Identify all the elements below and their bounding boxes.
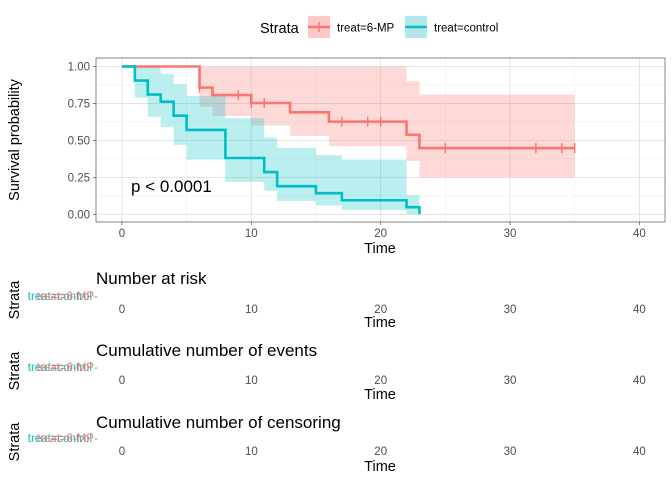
x-axis-title: Time bbox=[364, 241, 396, 257]
ci-band-control bbox=[121, 66, 420, 215]
risk-table-x-title: Time bbox=[364, 387, 396, 403]
survival-curve-6mp bbox=[121, 65, 575, 150]
risk-table-row-label-6mp: treat=6-MP bbox=[37, 291, 95, 303]
tick-label: 20 bbox=[374, 375, 387, 387]
risk-table-cumulative-censoring: Cumulative number of censoring Strata tr… bbox=[7, 413, 646, 475]
risk-table-row-separator: - bbox=[94, 433, 98, 445]
pvalue-annotation: p < 0.0001 bbox=[131, 177, 212, 196]
risk-table-title: Number at risk bbox=[96, 269, 207, 288]
y-tick-label: 0.00 bbox=[68, 209, 90, 221]
y-tick-label: 0.50 bbox=[68, 135, 90, 147]
y-tick-label: 0.25 bbox=[68, 172, 90, 184]
legend: Strata treat=6-MP treat=control bbox=[260, 16, 498, 38]
risk-table-x-ticks: 0 10 20 30 40 bbox=[119, 375, 646, 387]
risk-table-x-title: Time bbox=[364, 459, 396, 475]
legend-key-6mp bbox=[308, 16, 330, 38]
tick-label: 20 bbox=[374, 304, 387, 316]
tick-label: 10 bbox=[245, 304, 258, 316]
risk-table-strata-label: Strata bbox=[7, 351, 23, 391]
legend-title: Strata bbox=[260, 21, 300, 37]
risk-table-row-label-6mp: treat=6-MP bbox=[37, 433, 95, 445]
y-tick-label: 0.75 bbox=[68, 98, 90, 110]
x-axis-ticks: 0 10 20 30 40 bbox=[119, 222, 646, 240]
survival-curve-control bbox=[121, 65, 421, 215]
risk-table-strata-label: Strata bbox=[7, 422, 23, 462]
risk-table-title: Cumulative number of censoring bbox=[96, 413, 341, 432]
risk-table-x-ticks: 0 10 20 30 40 bbox=[119, 304, 646, 316]
survival-plot: 0.00 0.25 0.50 0.75 1.00 0 10 20 30 40 p < 0.000… bbox=[7, 57, 666, 257]
survival-curves bbox=[121, 65, 575, 215]
tick-label: 20 bbox=[374, 446, 387, 458]
risk-table-row-separator: - bbox=[94, 291, 98, 303]
legend-label-control: treat=control bbox=[434, 23, 498, 35]
risk-table-row-label-control: treat=control bbox=[28, 291, 92, 303]
risk-table-cumulative-events: Cumulative number of events Strata treat… bbox=[7, 341, 646, 403]
tick-label: 10 bbox=[245, 446, 258, 458]
tick-label: 0 bbox=[119, 446, 125, 458]
tick-label: 10 bbox=[245, 375, 258, 387]
risk-table-x-title: Time bbox=[364, 315, 396, 331]
tick-label: 40 bbox=[633, 304, 646, 316]
y-axis-title: Survival probability bbox=[7, 78, 23, 200]
x-tick-label: 40 bbox=[633, 228, 646, 240]
risk-table-row-label-control: treat=control bbox=[28, 433, 92, 445]
x-tick-label: 10 bbox=[245, 228, 258, 240]
tick-label: 30 bbox=[504, 304, 517, 316]
risk-table-row-label-6mp: treat=6-MP bbox=[37, 362, 95, 374]
tick-label: 40 bbox=[633, 446, 646, 458]
tick-label: 30 bbox=[504, 446, 517, 458]
legend-key-control bbox=[405, 16, 427, 38]
tick-label: 30 bbox=[504, 375, 517, 387]
y-axis-ticks: 0.00 0.25 0.50 0.75 1.00 bbox=[68, 62, 96, 221]
x-tick-label: 20 bbox=[374, 228, 387, 240]
y-tick-label: 1.00 bbox=[68, 62, 90, 74]
tick-label: 40 bbox=[633, 375, 646, 387]
risk-table-number-at-risk: Number at risk Strata treat=control trea… bbox=[7, 269, 646, 331]
censor-marks bbox=[198, 82, 576, 154]
x-tick-label: 30 bbox=[504, 228, 517, 240]
risk-table-title: Cumulative number of events bbox=[96, 341, 317, 360]
risk-table-row-label-control: treat=control bbox=[28, 362, 92, 374]
tick-label: 0 bbox=[119, 375, 125, 387]
risk-table-x-ticks: 0 10 20 30 40 bbox=[119, 446, 646, 458]
legend-label-6mp: treat=6-MP bbox=[337, 23, 395, 35]
tick-label: 0 bbox=[119, 304, 125, 316]
risk-table-strata-label: Strata bbox=[7, 280, 23, 320]
x-tick-label: 0 bbox=[119, 228, 125, 240]
risk-table-row-separator: - bbox=[94, 362, 98, 374]
